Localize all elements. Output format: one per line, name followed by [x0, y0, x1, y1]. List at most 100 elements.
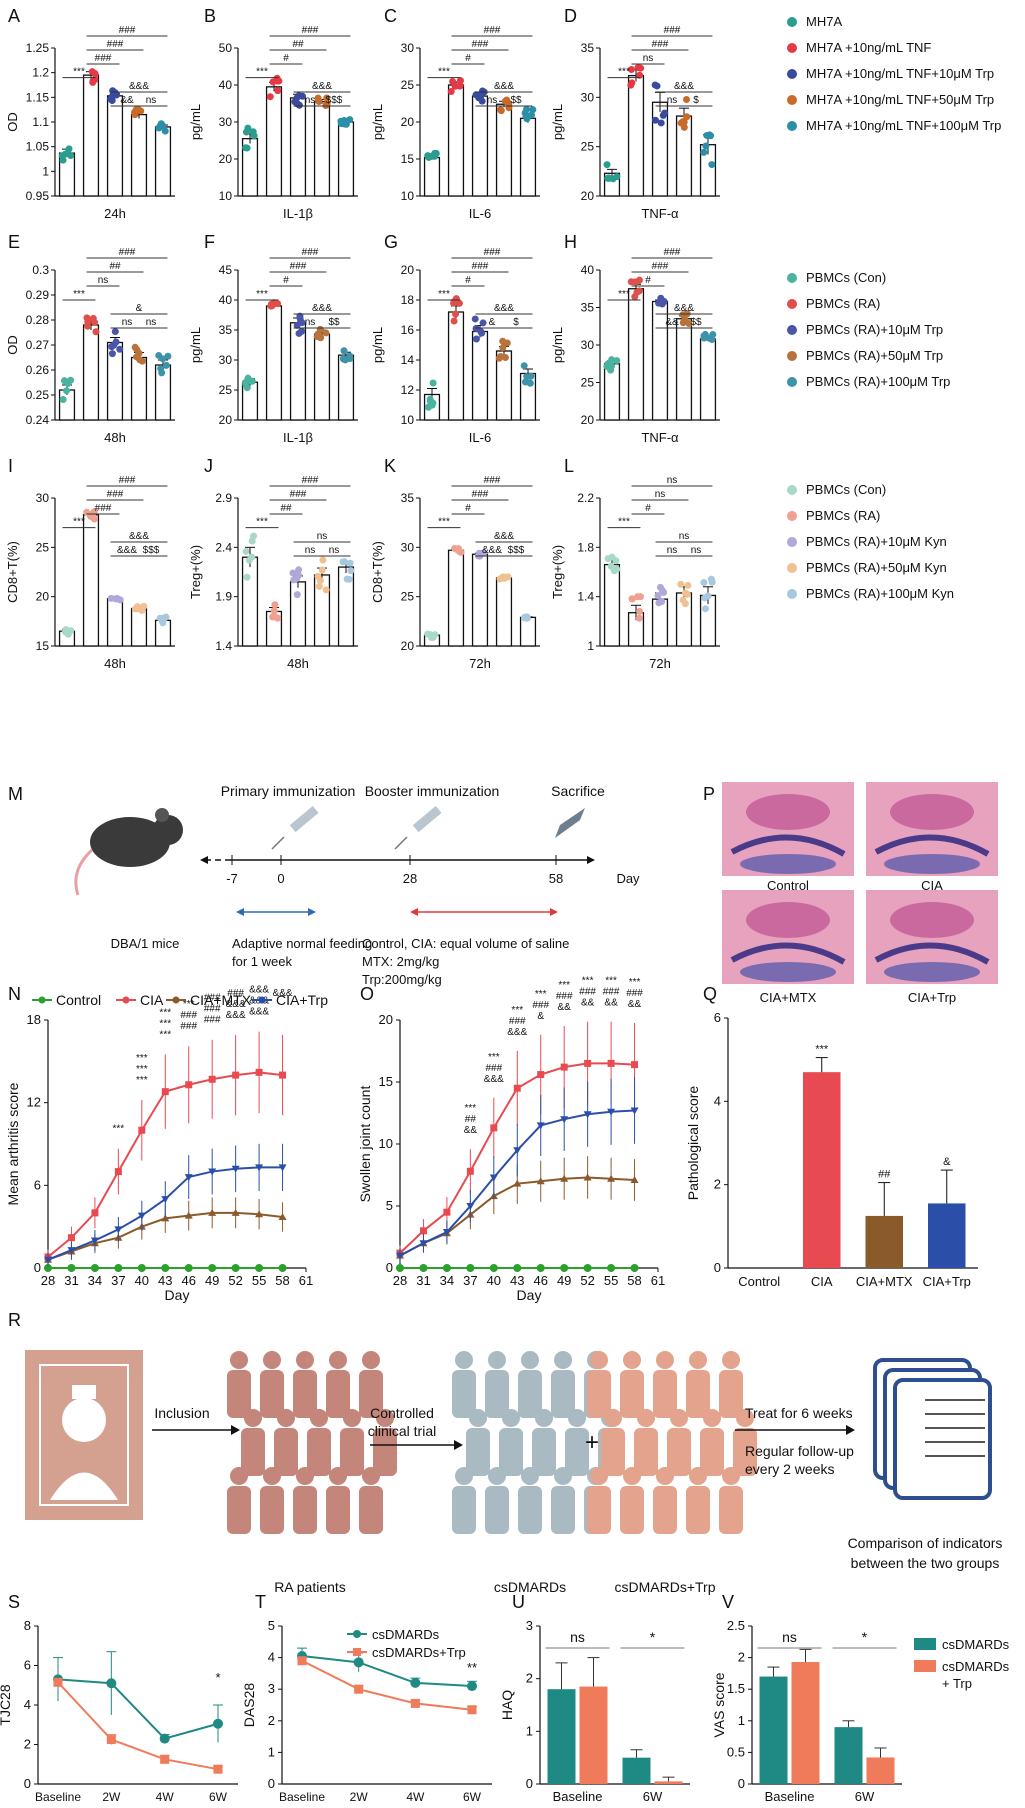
data-point: [347, 567, 355, 575]
data-point: [522, 112, 530, 120]
data-point: [67, 1264, 76, 1272]
panel-letter: I: [8, 456, 13, 476]
bar: [834, 1727, 863, 1784]
data-point: [680, 118, 688, 126]
plus-label: +: [585, 1429, 599, 1456]
data-point: [607, 1264, 616, 1272]
x-tick-label: 55: [252, 1273, 266, 1288]
data-point: [707, 575, 715, 583]
signif-label: ns: [655, 489, 666, 500]
bar: [865, 1215, 903, 1268]
x-tick-label: CIA+MTX: [856, 1274, 913, 1289]
y-tick-label: 6: [34, 1177, 41, 1192]
data-point: [677, 580, 685, 588]
y-tick-label: 12: [401, 383, 415, 397]
trp-crowd-icon: [623, 1351, 641, 1369]
data-point: [271, 613, 279, 621]
annotation: &&&: [249, 985, 269, 996]
trp-crowd-icon: [623, 1467, 641, 1485]
legend-marker-mh7a: [787, 95, 797, 105]
trp-crowd-icon: [653, 1370, 677, 1418]
bar: [130, 607, 148, 647]
y-tick-label: 15: [401, 152, 415, 166]
signif-label: $$$: [326, 95, 343, 106]
y-tick-label: 20: [219, 152, 233, 166]
data-point: [248, 377, 256, 385]
patients-label: RA patients: [274, 1579, 346, 1595]
bar: [82, 514, 100, 647]
data-point: [67, 152, 75, 160]
signif-label: ###: [119, 25, 136, 36]
x-tick-label: 31: [416, 1273, 430, 1288]
y-tick-label: 40: [219, 293, 233, 307]
annotation: ###: [485, 1063, 502, 1074]
doctor-cap-icon: [72, 1385, 96, 1399]
patient-crowd-icon: [241, 1428, 265, 1476]
y-tick-label: 1.05: [26, 140, 50, 154]
trp-crowd-icon: [722, 1351, 740, 1369]
histology-cartilage: [730, 942, 846, 965]
panel-U: 0 1 2 3 HAQ ns Baseline * 6W U: [499, 1592, 690, 1804]
data-point: [184, 1174, 193, 1182]
x-tick-label: 28: [393, 1273, 407, 1288]
y-tick-label: 1.8: [577, 540, 594, 554]
data-point: [452, 295, 460, 303]
data-point: [701, 594, 709, 602]
patient-crowd-icon: [227, 1486, 251, 1534]
data-point: [319, 556, 327, 564]
data-point: [243, 144, 251, 152]
signif-label: **: [467, 1660, 477, 1675]
legend-label-pbmc-trp: PBMCs (RA)+100μM Trp: [806, 374, 950, 389]
trp-crowd-icon: [686, 1370, 710, 1418]
annotation: ***: [582, 976, 594, 987]
data-point: [232, 1071, 240, 1079]
data-point: [161, 1264, 170, 1272]
signif-label: ns: [317, 531, 328, 542]
y-tick-label: 10: [401, 413, 415, 427]
data-point: [59, 396, 67, 404]
group2-label: csDMARDs+Trp: [615, 1579, 716, 1595]
timeline-arrow: [587, 856, 595, 864]
y-tick-label: 35: [219, 323, 233, 337]
x-tick-label: 46: [533, 1273, 547, 1288]
signif-label: &&&: [129, 81, 149, 92]
data-point: [266, 93, 274, 101]
x-tick-label: 2W: [102, 1790, 121, 1803]
histology-label: CIA+Trp: [908, 990, 956, 1005]
data-point: [634, 64, 642, 72]
data-point: [608, 362, 616, 370]
legend-marker: [258, 996, 266, 1004]
trp-crowd-icon: [601, 1428, 625, 1476]
timeline-tick-label: 0: [277, 871, 284, 886]
bar: [106, 597, 124, 647]
y-axis-label: Mean arthritis score: [5, 1082, 21, 1205]
patient-crowd-icon: [263, 1467, 281, 1485]
bar: [82, 74, 100, 197]
legend-marker-pbmc-kyn: [787, 589, 797, 599]
y-tick-label: 1: [738, 1713, 745, 1728]
signif-label: ns: [305, 545, 316, 556]
signif-label: &: [489, 317, 496, 328]
data-point: [456, 81, 464, 89]
bar: [495, 577, 513, 647]
data-point: [242, 128, 250, 136]
y-tick-label: 30: [36, 491, 50, 505]
annotation: ###: [626, 988, 643, 999]
data-point: [431, 631, 439, 639]
bar: [154, 126, 172, 197]
trp-crowd-icon: [700, 1428, 724, 1476]
data-point: [608, 356, 616, 364]
histology-bone: [884, 854, 980, 874]
y-tick-label: 30: [219, 115, 233, 129]
data-point: [278, 1213, 287, 1221]
annotation: ###: [204, 993, 221, 1004]
signif-label: &&&: [117, 545, 137, 556]
y-tick-label: 2.9: [215, 491, 232, 505]
data-point: [208, 1264, 217, 1272]
data-point: [426, 397, 434, 405]
data-point: [651, 116, 659, 124]
data-point: [472, 335, 480, 343]
legend-marker: [38, 996, 46, 1004]
